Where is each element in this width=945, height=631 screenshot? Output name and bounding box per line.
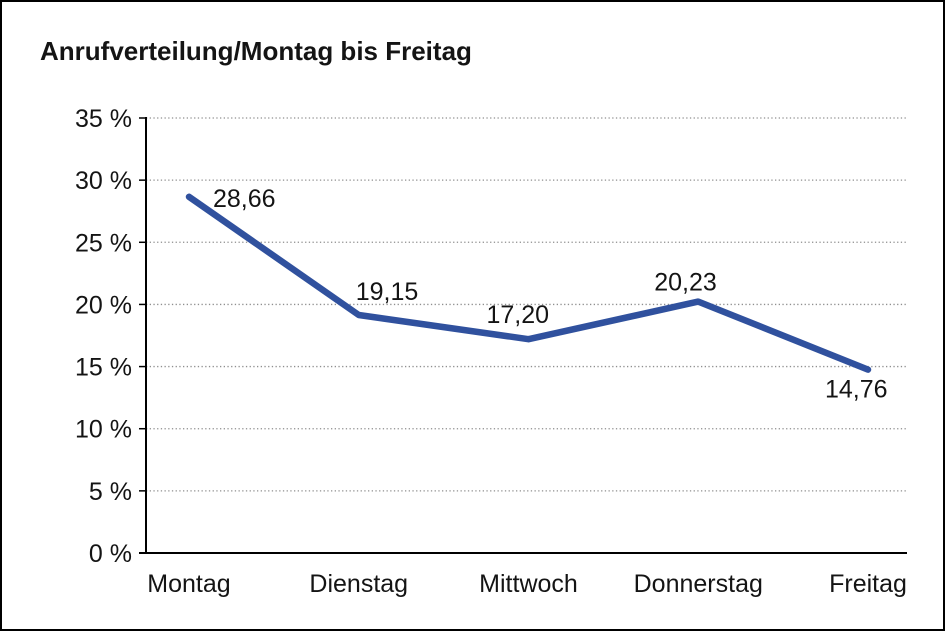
y-axis-label: 20 % — [75, 291, 132, 319]
x-axis-label: Donnerstag — [634, 570, 763, 598]
y-axis-label: 25 % — [75, 229, 132, 257]
chart-title: Anrufverteilung/Montag bis Freitag — [40, 36, 472, 66]
y-axis-label: 0 % — [89, 540, 132, 568]
y-axis-label: 35 % — [75, 105, 132, 133]
x-axis-label: Mittwoch — [479, 570, 578, 598]
y-axis-label: 5 % — [89, 478, 132, 506]
data-point-label: 14,76 — [825, 376, 888, 404]
x-axis-label: Dienstag — [309, 570, 408, 598]
series-line — [185, 193, 872, 373]
data-point-label: 20,23 — [654, 269, 717, 297]
data-point-label: 28,66 — [213, 185, 276, 213]
data-point-label: 19,15 — [356, 278, 419, 306]
data-point-label: 17,20 — [487, 301, 550, 329]
y-axis-label: 30 % — [75, 167, 132, 195]
x-axis-label: Freitag — [829, 570, 907, 598]
y-axis-label: 15 % — [75, 354, 132, 382]
x-axis-label: Montag — [147, 570, 230, 598]
y-axis-label: 10 % — [75, 416, 132, 444]
